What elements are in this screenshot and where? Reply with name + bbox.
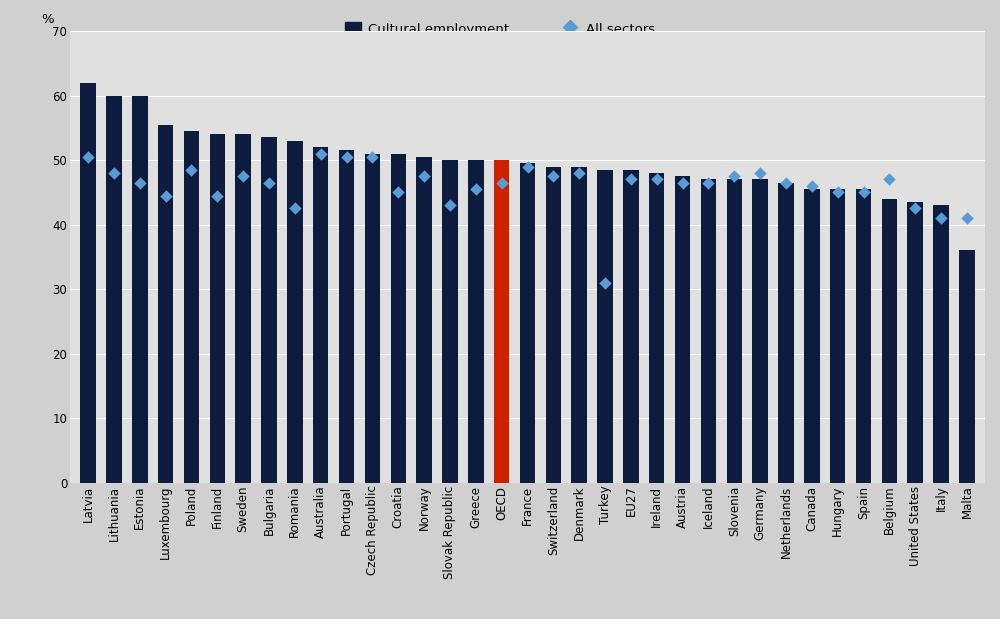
Point bbox=[933, 213, 949, 223]
Bar bbox=[365, 154, 380, 483]
Bar bbox=[80, 82, 96, 483]
Point bbox=[830, 188, 846, 197]
Bar bbox=[727, 180, 742, 483]
Bar bbox=[752, 180, 768, 483]
Point bbox=[442, 201, 458, 210]
Bar bbox=[184, 131, 199, 483]
Bar bbox=[106, 95, 122, 483]
Bar bbox=[313, 147, 328, 483]
Bar bbox=[804, 189, 820, 483]
Point bbox=[959, 213, 975, 223]
Point bbox=[752, 168, 768, 178]
Point bbox=[804, 181, 820, 191]
Point bbox=[209, 191, 225, 201]
Bar bbox=[959, 251, 975, 483]
Point bbox=[132, 178, 148, 188]
Bar bbox=[597, 170, 613, 483]
Point bbox=[856, 188, 872, 197]
Point bbox=[520, 162, 536, 171]
Point bbox=[80, 152, 96, 162]
Point bbox=[313, 149, 329, 158]
Bar bbox=[235, 134, 251, 483]
Bar bbox=[856, 189, 871, 483]
Point bbox=[597, 278, 613, 288]
Bar bbox=[442, 160, 458, 483]
Bar bbox=[623, 170, 639, 483]
Point bbox=[183, 165, 199, 175]
Point bbox=[339, 152, 355, 162]
Bar bbox=[391, 154, 406, 483]
Point bbox=[261, 178, 277, 188]
Point bbox=[235, 171, 251, 181]
Point bbox=[623, 175, 639, 184]
Legend: Cultural employment, All sectors: Cultural employment, All sectors bbox=[339, 17, 661, 41]
Bar bbox=[571, 167, 587, 483]
Bar bbox=[675, 176, 690, 483]
Bar bbox=[468, 160, 484, 483]
Bar bbox=[261, 137, 277, 483]
Point bbox=[494, 178, 510, 188]
Bar bbox=[520, 163, 535, 483]
Bar bbox=[132, 95, 148, 483]
Bar bbox=[778, 183, 794, 483]
Bar bbox=[830, 189, 845, 483]
Bar bbox=[546, 167, 561, 483]
Point bbox=[416, 171, 432, 181]
Bar bbox=[933, 206, 949, 483]
Bar bbox=[287, 141, 303, 483]
Point bbox=[106, 168, 122, 178]
Point bbox=[468, 184, 484, 194]
Point bbox=[726, 171, 742, 181]
Bar bbox=[339, 150, 354, 483]
Point bbox=[158, 191, 174, 201]
Point bbox=[778, 178, 794, 188]
Point bbox=[364, 152, 380, 162]
Point bbox=[571, 168, 587, 178]
Point bbox=[907, 204, 923, 214]
Bar bbox=[494, 160, 509, 483]
Point bbox=[287, 204, 303, 214]
Point bbox=[649, 175, 665, 184]
Point bbox=[545, 171, 561, 181]
Point bbox=[700, 178, 716, 188]
Point bbox=[675, 178, 691, 188]
Bar bbox=[416, 157, 432, 483]
Bar bbox=[210, 134, 225, 483]
Bar bbox=[649, 173, 664, 483]
Bar bbox=[882, 199, 897, 483]
Y-axis label: %: % bbox=[41, 14, 53, 27]
Bar bbox=[701, 180, 716, 483]
Bar bbox=[158, 124, 173, 483]
Point bbox=[390, 188, 406, 197]
Bar bbox=[907, 202, 923, 483]
Point bbox=[881, 175, 897, 184]
